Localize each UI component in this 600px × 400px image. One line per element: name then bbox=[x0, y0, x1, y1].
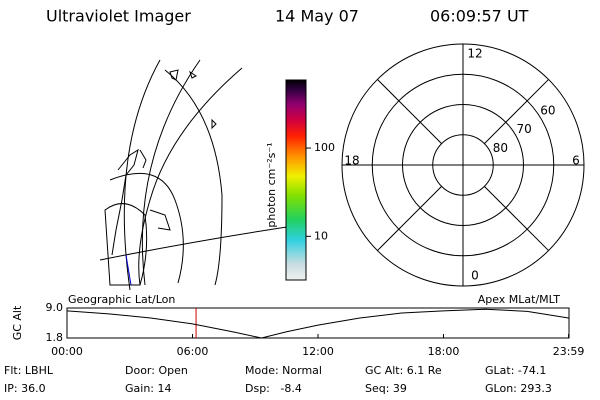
lat-label: 60 bbox=[540, 103, 555, 117]
colorbar bbox=[285, 79, 307, 281]
geo-map bbox=[99, 59, 301, 291]
date: 14 May 07 bbox=[275, 7, 359, 26]
y-tick-label: 1.8 bbox=[46, 331, 64, 344]
timeline: Geographic Lat/Lon Apex MLat/MLT GC Alt 9.0… bbox=[11, 293, 584, 358]
polar-spoke bbox=[484, 186, 549, 251]
x-tick-label: 12:00 bbox=[302, 345, 334, 358]
lat-label: 70 bbox=[517, 122, 532, 136]
info-field: Door: Open bbox=[125, 364, 188, 377]
mlt-label: 6 bbox=[572, 154, 580, 168]
title: Ultraviolet Imager bbox=[46, 7, 191, 26]
info-field: Dsp: -8.4 bbox=[245, 382, 302, 395]
colorbar-label: photon cm⁻²s⁻¹ bbox=[265, 142, 278, 227]
polar-spoke bbox=[484, 79, 549, 144]
info-field: Flt: LBHL bbox=[4, 364, 54, 377]
y-tick-label: 9.0 bbox=[46, 301, 64, 314]
time: 06:09:57 UT bbox=[430, 7, 529, 26]
info-field: GC Alt: 6.1 Re bbox=[365, 364, 442, 377]
left-label: Geographic Lat/Lon bbox=[68, 293, 175, 306]
info-panel: Flt: LBHL Door: Open Mode: Normal GC Alt: 6… bbox=[4, 364, 552, 395]
polar-spoke bbox=[377, 79, 442, 144]
x-tick-label: 23:59 bbox=[553, 345, 585, 358]
x-tick-label: 00:00 bbox=[51, 345, 83, 358]
y-label: GC Alt bbox=[11, 305, 24, 340]
mlt-label: 0 bbox=[471, 269, 479, 283]
info-field: Seq: 39 bbox=[365, 382, 407, 395]
x-tick-label: 06:00 bbox=[177, 345, 209, 358]
alt-line bbox=[66, 308, 569, 339]
colorbar-tick-label: 100 bbox=[314, 141, 335, 154]
info-field: Gain: 14 bbox=[125, 382, 172, 395]
right-label: Apex MLat/MLT bbox=[478, 293, 561, 306]
plot-frame bbox=[66, 307, 570, 339]
info-field: GLat: -74.1 bbox=[485, 364, 546, 377]
polar-spoke bbox=[377, 186, 442, 251]
mlt-label: 12 bbox=[467, 47, 482, 61]
info-field: Mode: Normal bbox=[245, 364, 322, 377]
info-field: IP: 36.0 bbox=[4, 382, 46, 395]
mlt-label: 18 bbox=[344, 154, 359, 168]
colorbar-tick-label: 10 bbox=[314, 229, 328, 242]
info-field: GLon: 293.3 bbox=[485, 382, 552, 395]
x-tick-label: 18:00 bbox=[428, 345, 460, 358]
lat-label: 80 bbox=[493, 141, 508, 155]
